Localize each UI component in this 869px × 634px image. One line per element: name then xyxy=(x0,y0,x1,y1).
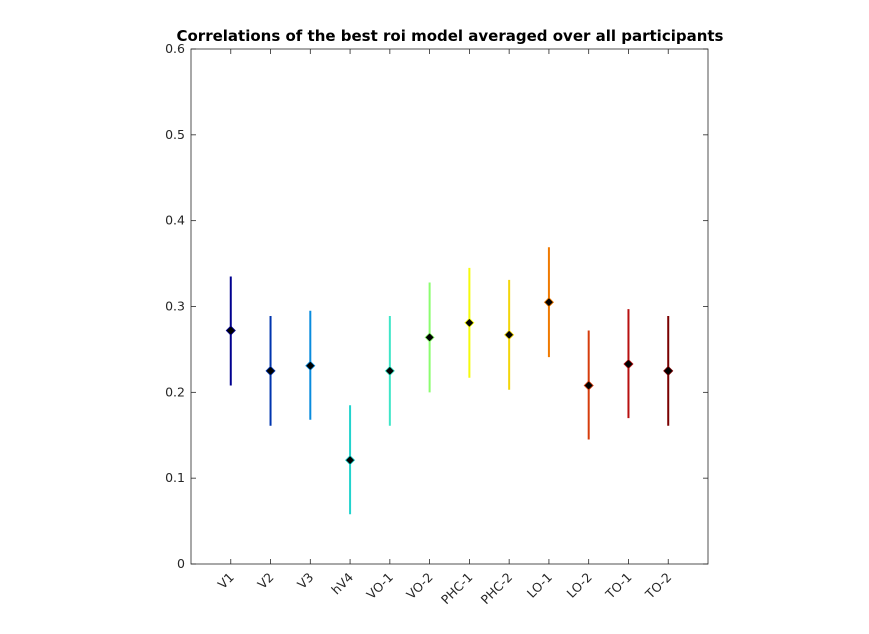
marker xyxy=(623,358,634,370)
x-tick-label: PHC-2 xyxy=(478,570,516,608)
chart-title: Correlations of the best roi model avera… xyxy=(176,27,723,45)
data-point-TO-1 xyxy=(623,309,634,419)
x-tick-label: TO-1 xyxy=(602,570,635,603)
plot-area xyxy=(190,48,709,565)
y-tick-label: 0.1 xyxy=(165,470,185,485)
marker xyxy=(384,365,395,376)
data-point-LO-1 xyxy=(543,247,554,358)
data-point-TO-2 xyxy=(663,315,674,426)
x-tick-label: V2 xyxy=(254,570,276,592)
y-tick-label: 0.2 xyxy=(165,384,185,399)
y-tick-label: 0.5 xyxy=(165,127,185,142)
data-point-VO-2 xyxy=(424,282,435,393)
y-tick-label: 0.4 xyxy=(165,213,185,228)
marker xyxy=(583,380,594,391)
x-tick-label: PHC-1 xyxy=(438,570,476,608)
data-point-V3 xyxy=(305,310,316,420)
marker xyxy=(225,325,236,336)
x-tick-label: VO-2 xyxy=(403,570,436,603)
marker xyxy=(305,360,316,371)
series xyxy=(225,247,674,515)
x-tick-label: LO-1 xyxy=(524,570,555,601)
x-tick-label: V1 xyxy=(215,570,237,592)
data-point-LO-2 xyxy=(583,330,594,440)
marker xyxy=(504,329,515,340)
marker xyxy=(424,332,435,343)
marker xyxy=(543,297,554,308)
x-tick-label: V3 xyxy=(294,570,316,592)
data-point-PHC-1 xyxy=(464,267,475,378)
y-tick-label: 0.3 xyxy=(165,299,185,314)
marker xyxy=(663,365,674,376)
x-tick-label: VO-1 xyxy=(363,570,396,603)
x-tick-label: hV4 xyxy=(328,569,356,597)
x-tick-label: TO-2 xyxy=(642,570,675,603)
marker xyxy=(265,365,276,376)
y-tick-label: 0 xyxy=(177,556,185,571)
y-tick-label: 0.6 xyxy=(165,41,185,56)
data-point-PHC-2 xyxy=(504,279,515,390)
data-point-V2 xyxy=(265,315,276,426)
axes-box xyxy=(190,48,709,565)
data-point-hV4 xyxy=(345,405,356,515)
marker xyxy=(464,317,475,328)
data-point-VO-1 xyxy=(384,315,395,426)
x-tick-label: LO-2 xyxy=(564,570,595,601)
y-axis: 0 0.1 0.2 0.3 0.4 0.5 0.6 xyxy=(165,41,708,571)
marker xyxy=(345,455,356,466)
data-point-V1 xyxy=(225,276,236,386)
